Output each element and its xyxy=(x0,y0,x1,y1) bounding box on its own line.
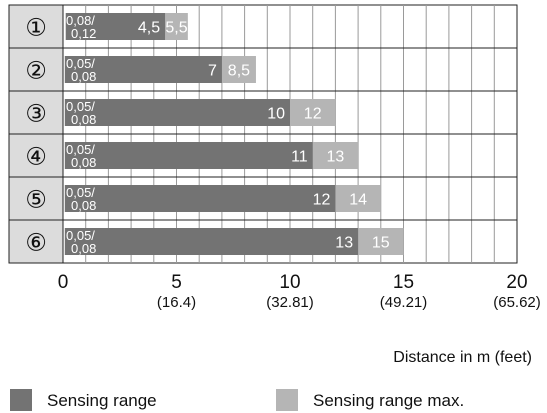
x-tick-label: 20 xyxy=(506,272,527,293)
legend-item-1: Sensing range xyxy=(10,389,157,411)
value-label: 10 xyxy=(267,106,285,123)
start-label-top: 0,05/ xyxy=(66,228,95,243)
row-label: ④ xyxy=(25,144,47,171)
bar-max xyxy=(221,56,256,83)
x-axis: 0 5(16.4) 10(32.81) 15(49.21) 20(65.62) xyxy=(58,272,541,311)
row-1: ① 0,08/0,12 4,5 5,5 xyxy=(25,13,188,42)
max-value-label: 14 xyxy=(349,192,367,209)
x-tick-sublabel: (49.21) xyxy=(380,294,428,311)
x-tick-sublabel: (16.4) xyxy=(157,294,196,311)
bar-range xyxy=(65,13,166,40)
row-label: ⑥ xyxy=(25,230,47,257)
x-tick-label: 5 xyxy=(171,272,182,293)
row-4: ④ 0,05/0,08 11 13 xyxy=(25,142,359,171)
value-label: 12 xyxy=(313,192,331,209)
max-value-label: 12 xyxy=(304,106,322,123)
value-label: 11 xyxy=(291,149,308,166)
x-axis-title: Distance in m (feet) xyxy=(393,349,532,366)
value-label: 7 xyxy=(208,63,217,80)
value-label: 13 xyxy=(335,235,353,252)
start-label-top: 0,05/ xyxy=(66,56,95,71)
value-label: 4,5 xyxy=(138,20,160,37)
start-label-bottom: 0,08 xyxy=(71,69,96,84)
bar-range xyxy=(64,185,336,212)
bar-range xyxy=(64,99,290,126)
row-2: ② 0,05/0,08 7 8,5 xyxy=(25,56,256,85)
start-label-top: 0,05/ xyxy=(66,99,95,114)
grid xyxy=(8,4,518,264)
row-label: ② xyxy=(25,58,47,85)
row-6: ⑥ 0,05/0,08 13 15 xyxy=(25,228,404,257)
legend-label: Sensing range max. xyxy=(313,391,464,410)
bar-range xyxy=(64,228,359,255)
start-label-bottom: 0,08 xyxy=(71,241,96,256)
start-label-bottom: 0,08 xyxy=(71,198,96,213)
bar-max xyxy=(312,142,359,169)
x-tick-sublabel: (65.62) xyxy=(493,294,541,311)
bar-max xyxy=(335,185,381,212)
x-tick-label: 15 xyxy=(393,272,414,293)
row-label: ① xyxy=(25,15,47,42)
rows: ① 0,08/0,12 4,5 5,5 ② 0,05/0,08 7 8,5 ③ 0,05/0,08… xyxy=(25,13,404,257)
x-tick-label: 10 xyxy=(279,272,300,293)
max-value-label: 15 xyxy=(372,235,390,252)
row-label: ③ xyxy=(25,101,47,128)
bar-range xyxy=(64,142,313,169)
bar-max xyxy=(358,228,404,255)
bar-max xyxy=(290,99,336,126)
start-label-bottom: 0,08 xyxy=(71,155,96,170)
start-label-bottom: 0,12 xyxy=(71,26,96,41)
legend: Sensing range Sensing range max. xyxy=(10,389,464,411)
max-value-label: 8,5 xyxy=(228,63,250,80)
x-tick-sublabel: (32.81) xyxy=(266,294,314,311)
legend-label: Sensing range xyxy=(47,391,157,410)
row-label: ⑤ xyxy=(25,187,47,214)
x-tick-label: 0 xyxy=(58,272,69,293)
legend-swatch xyxy=(10,389,32,411)
start-label-top: 0,05/ xyxy=(66,185,95,200)
legend-swatch xyxy=(276,389,298,411)
max-value-label: 5,5 xyxy=(165,20,187,37)
start-label-top: 0,05/ xyxy=(66,142,95,157)
row-3: ③ 0,05/0,08 10 12 xyxy=(25,99,336,128)
bar-max xyxy=(165,13,188,40)
row-5: ⑤ 0,05/0,08 12 14 xyxy=(25,185,381,214)
bar-range xyxy=(64,56,222,83)
max-value-label: 13 xyxy=(327,149,345,166)
legend-item-2: Sensing range max. xyxy=(276,389,464,411)
start-label-top: 0,08/ xyxy=(66,13,95,28)
start-label-bottom: 0,08 xyxy=(71,112,96,127)
